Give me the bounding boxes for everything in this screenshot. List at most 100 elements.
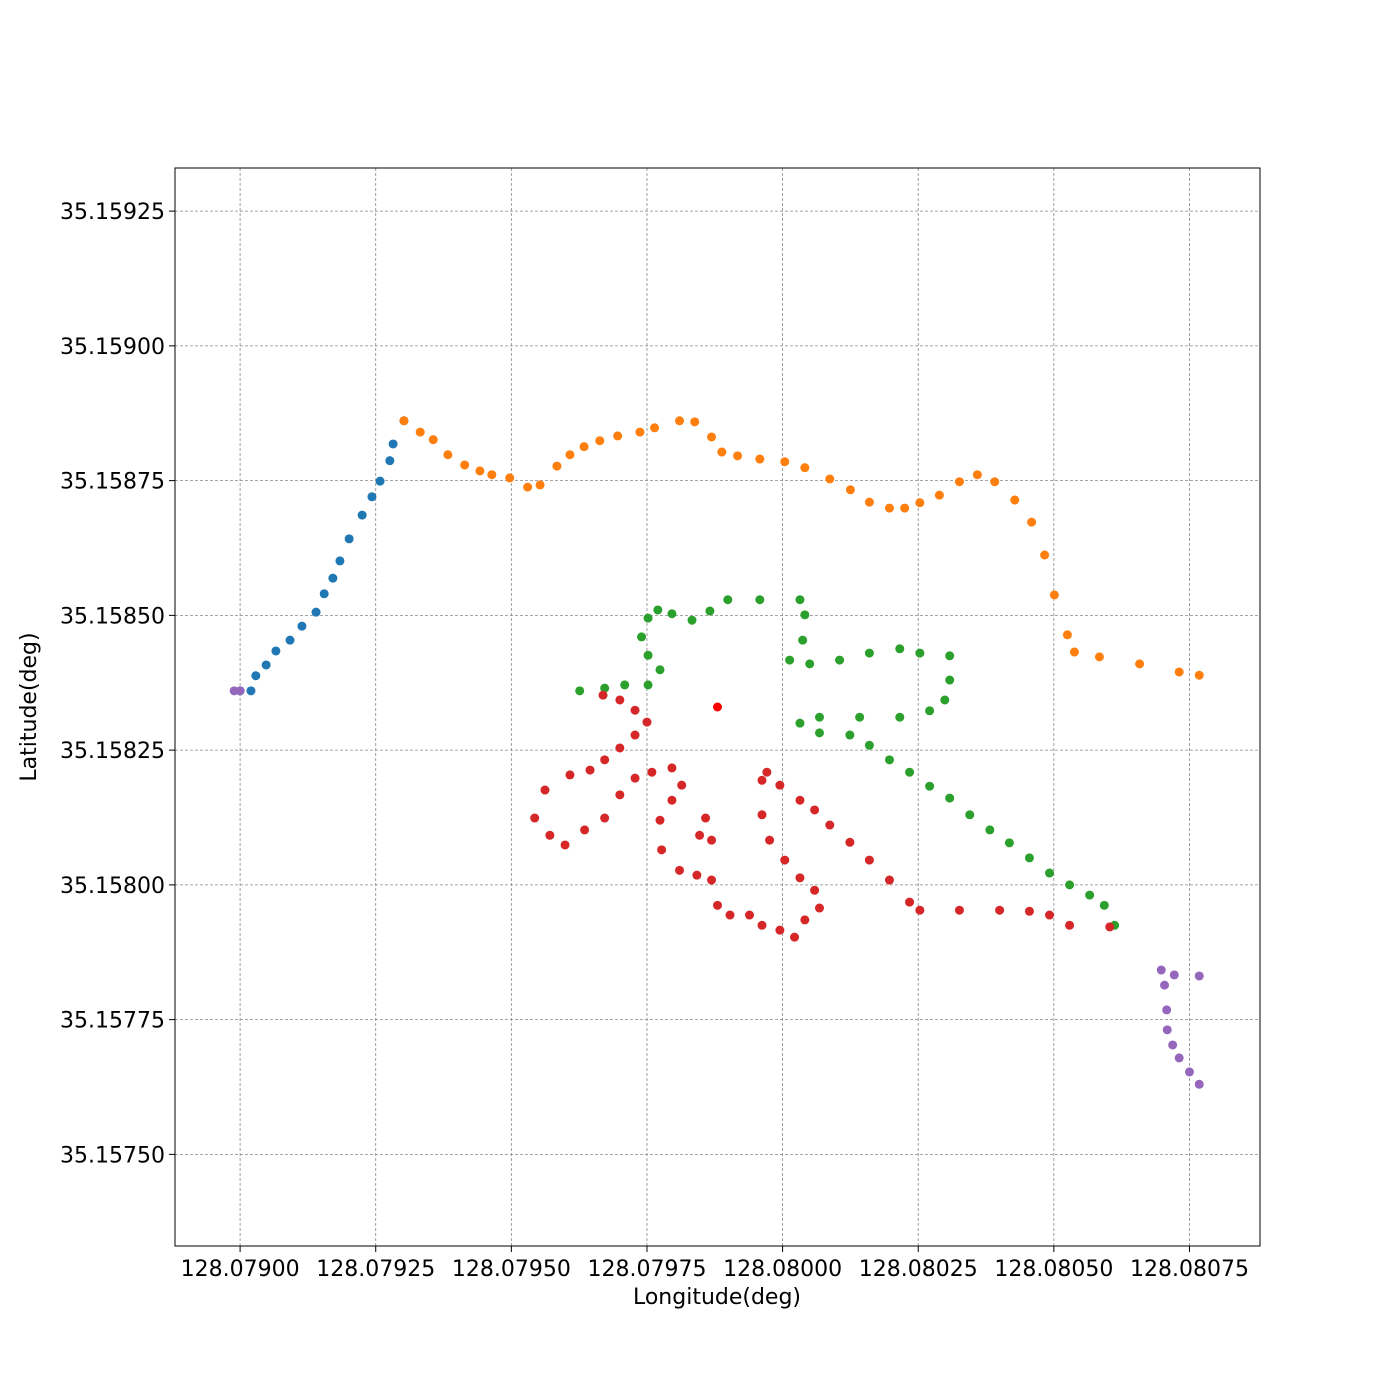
point xyxy=(297,621,307,631)
point xyxy=(814,728,824,738)
point xyxy=(810,805,820,815)
point xyxy=(585,765,595,775)
point xyxy=(785,655,795,665)
y-tick-label: 35.15825 xyxy=(60,739,165,764)
point xyxy=(905,897,915,907)
point xyxy=(845,485,855,495)
point xyxy=(845,730,855,740)
x-axis-label: Longitude(deg) xyxy=(633,1285,801,1310)
point xyxy=(653,605,663,615)
point xyxy=(884,503,894,513)
point xyxy=(235,686,245,696)
point xyxy=(285,635,295,645)
x-tick-label: 128.07900 xyxy=(181,1257,300,1282)
point xyxy=(845,837,855,847)
point xyxy=(895,644,905,654)
point xyxy=(613,431,623,441)
point xyxy=(757,920,767,930)
point xyxy=(535,480,545,490)
point xyxy=(1162,1025,1172,1035)
point xyxy=(1065,920,1075,930)
point xyxy=(1162,1005,1172,1015)
point xyxy=(523,482,533,492)
point xyxy=(328,573,338,583)
point xyxy=(805,659,815,669)
point xyxy=(1024,906,1034,916)
point xyxy=(895,712,905,722)
point xyxy=(1169,970,1179,980)
y-axis-label: Latitude(deg) xyxy=(17,632,42,781)
point xyxy=(560,840,570,850)
point xyxy=(385,456,395,466)
point xyxy=(713,702,722,712)
x-tick-label: 128.07925 xyxy=(316,1257,435,1282)
point xyxy=(905,767,915,777)
point xyxy=(954,905,964,915)
point xyxy=(335,556,345,566)
y-tick-label: 35.15925 xyxy=(60,200,165,225)
point xyxy=(954,477,964,487)
point xyxy=(884,755,894,765)
point xyxy=(600,813,610,823)
point xyxy=(1194,971,1204,981)
point xyxy=(690,417,700,427)
point xyxy=(675,865,685,875)
y-tick-label: 35.15900 xyxy=(60,335,165,360)
point xyxy=(814,903,824,913)
point xyxy=(598,690,608,700)
point xyxy=(765,835,775,845)
point xyxy=(1135,659,1145,669)
point xyxy=(667,763,677,773)
point xyxy=(637,632,647,642)
point xyxy=(388,439,398,449)
point xyxy=(375,476,385,486)
point xyxy=(1156,965,1166,975)
point xyxy=(475,466,485,476)
point xyxy=(717,447,727,457)
point xyxy=(675,416,685,426)
point xyxy=(775,925,785,935)
point xyxy=(1174,1053,1184,1063)
point xyxy=(900,503,910,513)
point xyxy=(643,680,653,690)
point xyxy=(800,915,810,925)
point xyxy=(1024,853,1034,863)
point xyxy=(647,767,657,777)
point xyxy=(733,451,743,461)
point xyxy=(579,442,589,452)
point xyxy=(810,885,820,895)
point xyxy=(915,905,925,915)
point xyxy=(707,432,717,442)
point xyxy=(990,477,1000,487)
point xyxy=(798,635,808,645)
point xyxy=(505,473,515,483)
point xyxy=(643,650,653,660)
point xyxy=(642,717,652,727)
point xyxy=(487,470,497,480)
point xyxy=(261,660,271,670)
point xyxy=(428,435,438,445)
point xyxy=(1065,880,1075,890)
point xyxy=(713,900,722,910)
point xyxy=(1040,550,1050,560)
point xyxy=(620,680,630,690)
point xyxy=(415,427,425,437)
point xyxy=(755,595,765,605)
point xyxy=(864,855,874,865)
point xyxy=(357,510,367,520)
x-tick-label: 128.07975 xyxy=(587,1257,706,1282)
point xyxy=(655,815,665,825)
point xyxy=(762,767,772,777)
point xyxy=(940,695,950,705)
point xyxy=(600,683,610,693)
point xyxy=(667,609,677,619)
point xyxy=(1069,647,1079,657)
point xyxy=(915,648,925,658)
point xyxy=(757,810,767,820)
point xyxy=(795,595,805,605)
point xyxy=(757,775,767,785)
point xyxy=(344,534,354,544)
point xyxy=(1099,900,1109,910)
point xyxy=(246,686,256,696)
